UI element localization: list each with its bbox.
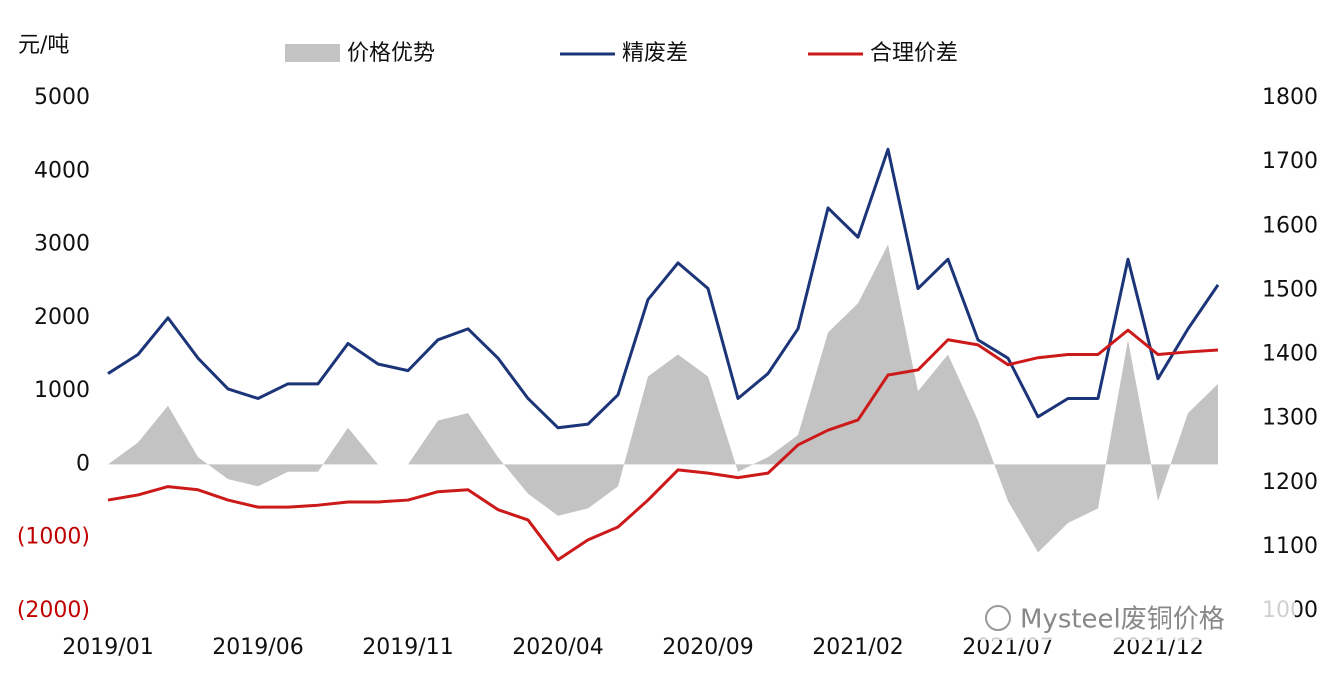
y-tick-label: (2000) <box>17 598 90 623</box>
x-tick-label: 2021/02 <box>812 635 903 660</box>
watermark: Mysteel废铜价格 <box>1020 605 1225 635</box>
y-tick-label: 1000 <box>34 378 90 403</box>
y-tick-label: 2000 <box>34 305 90 330</box>
legend-label: 精废差 <box>622 41 688 66</box>
x-tick-label: 2020/09 <box>662 635 753 660</box>
y2-tick-label: 1800 <box>1262 85 1318 110</box>
y2-tick-label: 1500 <box>1262 277 1318 302</box>
line <box>107 328 1219 562</box>
watermark-bg <box>975 600 1295 640</box>
x-tick-label: 2019/06 <box>212 635 303 660</box>
legend-swatch <box>285 44 340 62</box>
line <box>107 147 1220 430</box>
y2-tick-label: 1100 <box>1262 534 1318 559</box>
area <box>108 244 1218 553</box>
y2-tick-label: 1300 <box>1262 406 1318 431</box>
y-tick-label: 3000 <box>34 232 90 257</box>
y-tick-label: 4000 <box>34 158 90 183</box>
y-axis-label: 元/吨 <box>18 33 69 58</box>
y-tick-label: (1000) <box>17 525 90 550</box>
legend-label: 价格优势 <box>347 41 435 66</box>
watermark-icon <box>985 605 1011 631</box>
y2-tick-label: 1600 <box>1262 213 1318 238</box>
y-tick-label: 5000 <box>34 85 90 110</box>
y-tick-label: 0 <box>76 451 90 476</box>
x-tick-label: 2020/04 <box>512 635 603 660</box>
x-tick-label: 2019/01 <box>62 635 153 660</box>
y2-tick-label: 1700 <box>1262 149 1318 174</box>
y2-tick-label: 1200 <box>1262 470 1318 495</box>
legend-label: 合理价差 <box>870 41 958 66</box>
x-tick-label: 2019/11 <box>362 635 453 660</box>
y2-tick-label: 1400 <box>1262 342 1318 367</box>
